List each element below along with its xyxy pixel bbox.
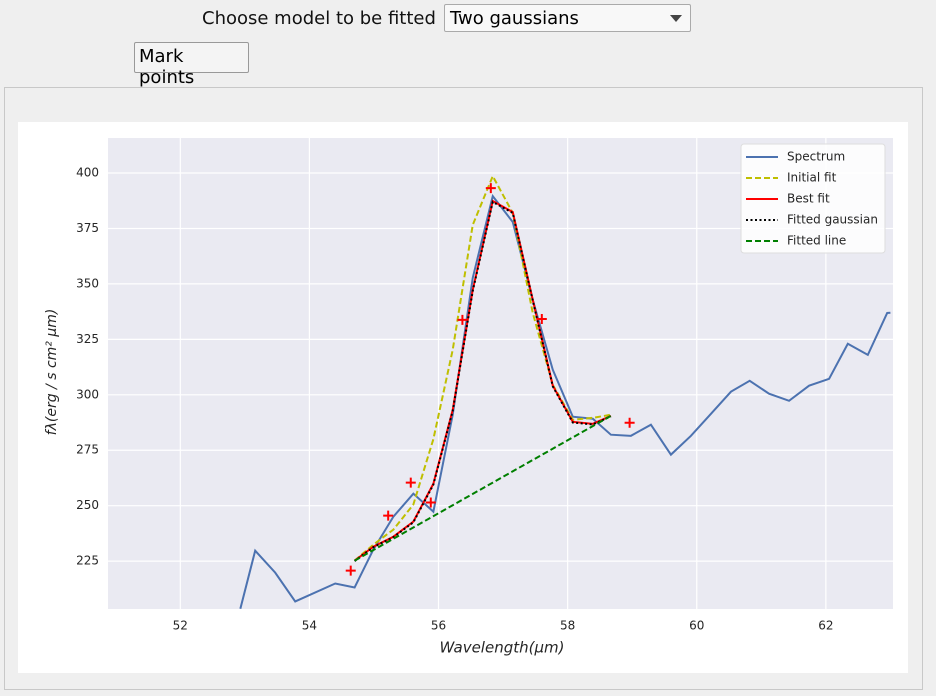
chart: Wavelength(μm) fλ(erg / s cm² μm) 52 54 56… <box>44 138 893 657</box>
legend-label: Best fit <box>787 192 830 206</box>
model-choice: Two gaussians <box>450 8 579 29</box>
x-tick-label: 52 <box>173 619 188 633</box>
figure: Wavelength(μm) fλ(erg / s cm² μm) 52 54 56… <box>18 122 908 673</box>
marked-point <box>345 565 356 576</box>
marked-point <box>383 510 394 521</box>
y-tick-label: 325 <box>76 332 99 346</box>
x-tick-label: 62 <box>818 619 833 633</box>
plot-frame <box>4 87 923 690</box>
dropdown-arrow <box>670 15 682 22</box>
legend-label: Initial fit <box>787 171 837 185</box>
y-tick-label: 400 <box>76 166 99 180</box>
marked-point <box>405 477 416 488</box>
marked-point <box>485 183 496 194</box>
legend-label: Fitted gaussian <box>787 213 878 227</box>
marked-point <box>457 314 468 325</box>
plot-content <box>239 173 891 609</box>
y-tick-label: 375 <box>76 221 99 235</box>
x-axis-label: Wavelength(μm) <box>440 639 565 657</box>
series-line <box>354 414 612 562</box>
legend-box <box>740 143 886 254</box>
legend-label: Spectrum <box>787 150 845 164</box>
marked-point <box>425 497 436 508</box>
marked-point <box>624 417 635 428</box>
marked-point <box>536 313 547 324</box>
x-tick-label: 56 <box>431 619 446 633</box>
series-line <box>353 173 612 562</box>
model-dropdown[interactable]: Two gaussians <box>444 4 691 32</box>
y-tick-label: 300 <box>76 387 99 401</box>
x-tick-label: 60 <box>689 619 704 633</box>
y-tick-label: 350 <box>76 276 99 290</box>
y-tick-label: 275 <box>76 443 99 457</box>
model-label: Choose model to be fitted <box>202 8 436 29</box>
y-tick-label: 225 <box>76 554 99 568</box>
mark-points-button[interactable]: Mark points <box>134 42 249 88</box>
series-line <box>354 200 612 562</box>
y-axis-label: fλ(erg / s cm² μm) <box>44 309 60 436</box>
legend-label: Fitted line <box>787 234 846 248</box>
series-line <box>239 193 891 609</box>
x-tick-label: 54 <box>302 619 317 633</box>
y-tick-label: 250 <box>76 498 99 512</box>
x-tick-label: 58 <box>560 619 575 633</box>
